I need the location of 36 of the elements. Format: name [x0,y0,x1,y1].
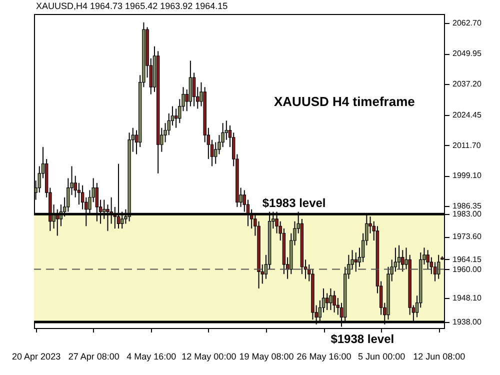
y-tick-label: 1999.10 [452,171,482,180]
candlestick [188,60,192,107]
candlestick [326,292,329,311]
y-tick-label: 2011.70 [452,140,482,150]
candlestick [332,290,336,313]
x-tick-label: 26 May 16:00 [296,352,352,362]
candlestick [354,252,358,272]
chart-title: XAUUSD,H4 1964.73 1965.42 1963.92 1964.15 [36,1,228,11]
y-tick-label: 1986.35 [452,202,482,211]
candlestick [397,244,401,270]
candlestick [329,288,332,311]
x-tick-label: 12 May 00:00 [182,352,236,362]
y-tick-label: 1948.10 [452,293,482,302]
y-tick-label: 2024.45 [452,110,482,120]
candlestick [401,250,404,272]
y-tick-label: 2049.95 [452,49,482,58]
y-tick-label: 1983.00 [452,210,482,219]
x-tick-label: 4 May 16:00 [126,352,176,362]
x-tick-label: 20 Apr 2023 [12,352,61,362]
y-tick-label: 2037.20 [452,80,482,89]
candlestick [192,72,196,107]
y-tick-label: 2062.70 [452,18,482,28]
candlestick [433,262,437,282]
y-tick-label: 1973.60 [452,232,482,242]
y-tick-label: 1964.15 [452,254,482,264]
annotation: XAUUSD H4 timeframe [274,94,415,109]
x-tick-label: 12 Jun 08:00 [413,352,466,362]
ref-line-label: $1983 level [262,196,326,210]
x-tick-label: 5 Jun 00:00 [358,352,406,362]
candlestick [174,108,178,128]
x-tick-label: 19 May 08:00 [239,352,294,362]
y-tick-label: 1938.00 [452,318,482,327]
y-tick-label: 1960.00 [452,264,482,274]
x-tick-label: 27 Apr 08:00 [68,352,120,362]
ref-line-label: $1938 level [330,332,394,346]
candlestick [426,250,430,270]
